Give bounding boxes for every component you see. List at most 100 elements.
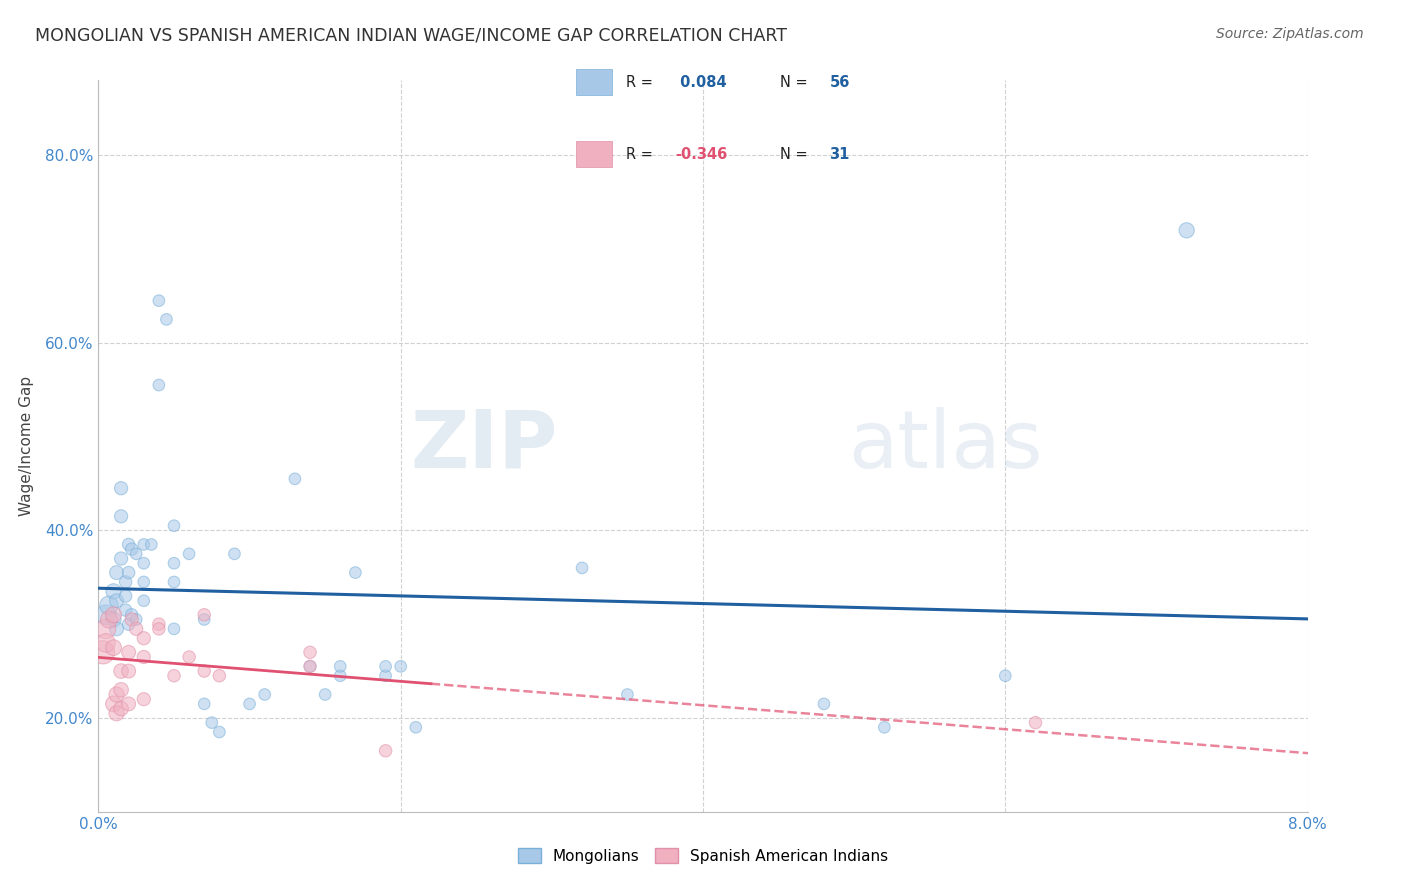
Point: [118, 617, 141, 632]
Point: [98, 599, 121, 613]
Point: [114, 603, 136, 617]
Text: 0.084: 0.084: [675, 75, 727, 90]
Point: [118, 664, 141, 678]
Point: [163, 556, 186, 570]
Point: [121, 612, 143, 626]
Point: [103, 584, 125, 599]
Y-axis label: Wage/Income Gap: Wage/Income Gap: [18, 376, 34, 516]
Point: [110, 509, 132, 524]
Point: [193, 697, 215, 711]
Point: [163, 518, 186, 533]
Point: [163, 669, 186, 683]
Point: [329, 659, 352, 673]
Point: [224, 547, 246, 561]
Point: [299, 659, 322, 673]
Point: [179, 547, 201, 561]
Point: [813, 697, 835, 711]
Point: [344, 566, 367, 580]
Point: [141, 537, 163, 551]
Text: R =: R =: [626, 75, 657, 90]
Point: [201, 715, 224, 730]
Point: [571, 561, 593, 575]
Point: [284, 472, 307, 486]
Bar: [576, 141, 612, 167]
Point: [193, 612, 215, 626]
Point: [374, 669, 396, 683]
Text: -0.346: -0.346: [675, 146, 727, 161]
Point: [253, 688, 276, 702]
Point: [132, 556, 155, 570]
Point: [132, 537, 155, 551]
Point: [103, 697, 125, 711]
Point: [125, 612, 148, 626]
Text: atlas: atlas: [848, 407, 1042, 485]
Point: [374, 744, 396, 758]
Point: [121, 607, 143, 622]
Point: [329, 669, 352, 683]
Point: [299, 659, 322, 673]
Text: R =: R =: [626, 146, 657, 161]
Point: [193, 664, 215, 678]
Point: [132, 650, 155, 665]
Point: [98, 612, 121, 626]
Point: [132, 632, 155, 646]
Point: [163, 574, 186, 589]
Text: MONGOLIAN VS SPANISH AMERICAN INDIAN WAGE/INCOME GAP CORRELATION CHART: MONGOLIAN VS SPANISH AMERICAN INDIAN WAG…: [35, 27, 787, 45]
Point: [314, 688, 336, 702]
Point: [132, 692, 155, 706]
Point: [148, 378, 170, 392]
Point: [389, 659, 412, 673]
Point: [616, 688, 638, 702]
Point: [105, 622, 128, 636]
Point: [163, 622, 186, 636]
Point: [91, 645, 114, 659]
Point: [94, 607, 117, 622]
Point: [110, 551, 132, 566]
Point: [114, 574, 136, 589]
Point: [103, 612, 125, 626]
Point: [994, 669, 1017, 683]
Text: N =: N =: [780, 146, 813, 161]
Point: [110, 664, 132, 678]
Point: [118, 537, 141, 551]
Point: [873, 720, 896, 734]
Point: [105, 706, 128, 721]
Text: N =: N =: [780, 75, 813, 90]
Legend: Mongolians, Spanish American Indians: Mongolians, Spanish American Indians: [512, 842, 894, 870]
Point: [148, 617, 170, 632]
Point: [110, 701, 132, 715]
Point: [208, 669, 231, 683]
Point: [405, 720, 427, 734]
Point: [132, 593, 155, 607]
Point: [239, 697, 262, 711]
Bar: [576, 70, 612, 95]
Point: [132, 574, 155, 589]
Point: [118, 697, 141, 711]
Point: [155, 312, 177, 326]
Point: [148, 622, 170, 636]
Point: [1175, 223, 1198, 237]
Text: 31: 31: [830, 146, 849, 161]
Point: [299, 645, 322, 659]
Point: [121, 542, 143, 557]
Point: [94, 622, 117, 636]
Point: [125, 547, 148, 561]
Point: [103, 640, 125, 655]
Point: [105, 566, 128, 580]
Point: [1025, 715, 1047, 730]
Point: [374, 659, 396, 673]
Text: Source: ZipAtlas.com: Source: ZipAtlas.com: [1216, 27, 1364, 41]
Point: [193, 607, 215, 622]
Point: [103, 607, 125, 622]
Text: ZIP: ZIP: [411, 407, 558, 485]
Point: [110, 481, 132, 495]
Point: [114, 589, 136, 603]
Point: [105, 593, 128, 607]
Point: [148, 293, 170, 308]
Point: [94, 636, 117, 650]
Point: [105, 688, 128, 702]
Text: 56: 56: [830, 75, 849, 90]
Point: [208, 725, 231, 739]
Point: [179, 650, 201, 665]
Point: [125, 622, 148, 636]
